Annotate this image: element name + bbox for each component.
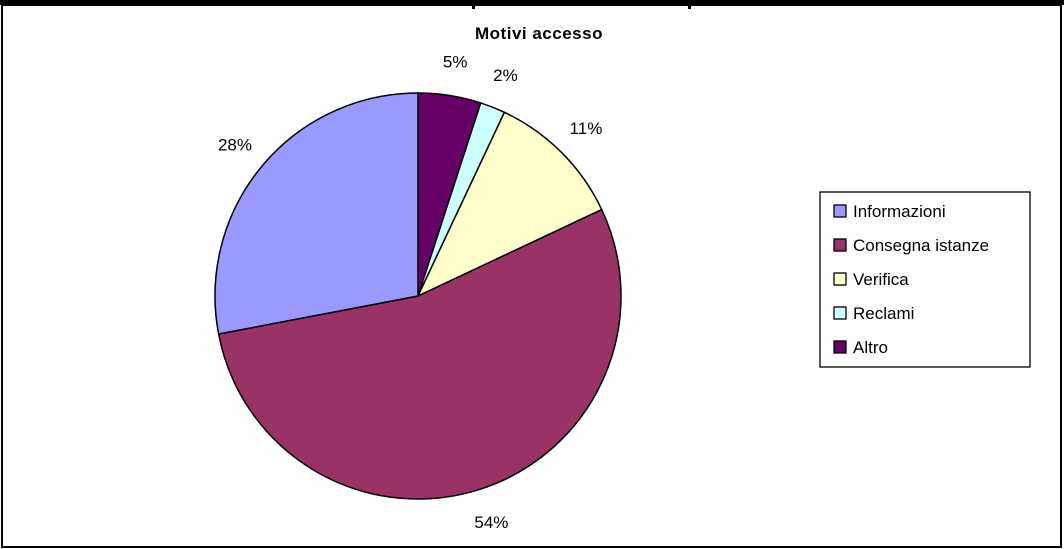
- legend-swatch: [833, 306, 847, 320]
- percent-label: 28%: [218, 136, 252, 155]
- percent-label: 5%: [443, 52, 468, 71]
- pie-slice-verifica: [416, 111, 603, 298]
- top-divider: [472, 0, 475, 9]
- legend-label: Verifica: [853, 270, 909, 289]
- legend-label: Altro: [853, 338, 888, 357]
- legend: Informazioni Consegna istanze Verifica Recl…: [819, 191, 1031, 368]
- legend-swatch: [833, 340, 847, 354]
- percent-label: 2%: [493, 66, 518, 85]
- legend-box: [819, 191, 1031, 368]
- top-divider: [688, 0, 691, 9]
- pie-slice-consegna-istanze: [217, 208, 622, 500]
- legend-swatch: [833, 204, 847, 218]
- legend-label: Consegna istanze: [853, 236, 989, 255]
- chart-title: Motivi accesso: [475, 24, 603, 43]
- percent-labels: 5% 2% 11% 54% 28%: [218, 52, 602, 531]
- top-border: [0, 0, 1064, 5]
- percent-label: 54%: [474, 513, 508, 532]
- legend-label: Informazioni: [853, 202, 946, 221]
- legend-swatch: [833, 238, 847, 252]
- legend-label: Reclami: [853, 304, 914, 323]
- pie-slices: [214, 92, 622, 500]
- percent-label: 11%: [570, 119, 603, 138]
- pie-slice-informazioni: [214, 92, 419, 335]
- legend-swatch: [833, 272, 847, 286]
